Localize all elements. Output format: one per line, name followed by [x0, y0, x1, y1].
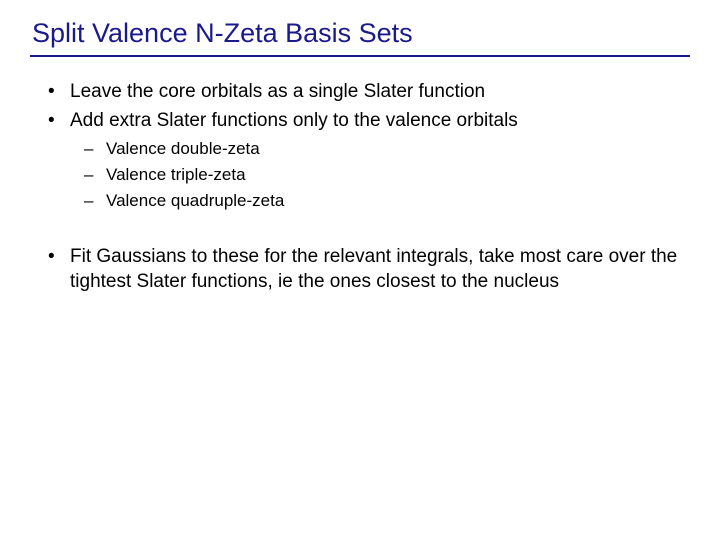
bullet-text: Leave the core orbitals as a single Slat… — [70, 81, 485, 102]
slide-title: Split Valence N-Zeta Basis Sets — [32, 18, 690, 49]
bullet-text: Fit Gaussians to these for the relevant … — [70, 246, 677, 293]
title-underline — [30, 55, 690, 57]
sub-bullet-item: Valence triple-zeta — [70, 163, 690, 187]
sub-bullet-list: Valence double-zeta Valence triple-zeta … — [70, 137, 690, 212]
bullet-list: Leave the core orbitals as a single Slat… — [34, 79, 690, 213]
bullet-item: Fit Gaussians to these for the relevant … — [34, 244, 690, 295]
bullet-item: Add extra Slater functions only to the v… — [34, 108, 690, 213]
sub-bullet-text: Valence triple-zeta — [106, 165, 246, 184]
sub-bullet-item: Valence double-zeta — [70, 137, 690, 161]
sub-bullet-text: Valence double-zeta — [106, 139, 260, 158]
bullet-list: Fit Gaussians to these for the relevant … — [34, 244, 690, 295]
slide: Split Valence N-Zeta Basis Sets Leave th… — [0, 0, 720, 540]
bullet-text: Add extra Slater functions only to the v… — [70, 110, 518, 131]
sub-bullet-text: Valence quadruple-zeta — [106, 191, 284, 210]
vertical-gap — [34, 216, 690, 244]
slide-body: Leave the core orbitals as a single Slat… — [30, 79, 690, 295]
sub-bullet-item: Valence quadruple-zeta — [70, 189, 690, 213]
bullet-item: Leave the core orbitals as a single Slat… — [34, 79, 690, 105]
